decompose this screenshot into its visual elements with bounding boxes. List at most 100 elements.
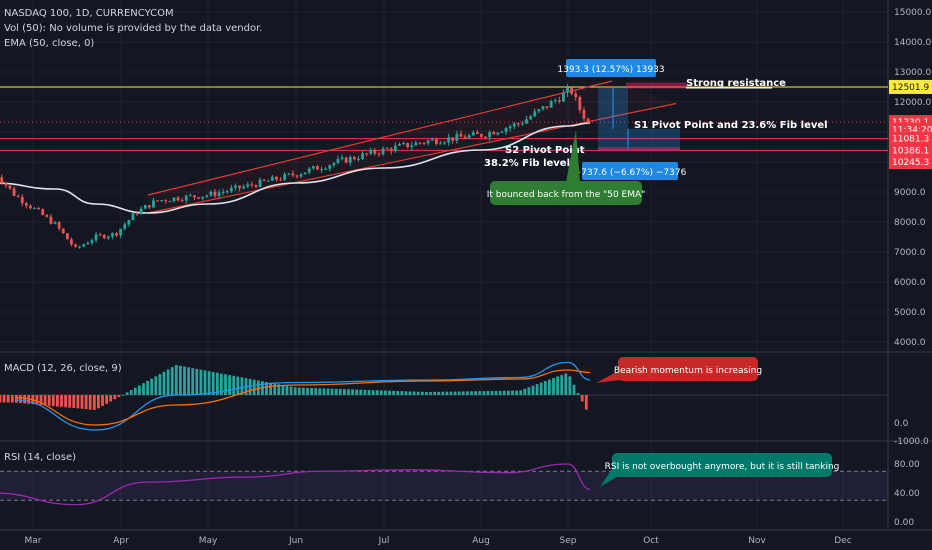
candle-body <box>549 101 553 108</box>
ema-50-line[interactable] <box>0 122 591 214</box>
macd-histogram-bar <box>568 376 572 395</box>
volume-info[interactable]: Vol (50): No volume is provided by the d… <box>4 23 262 34</box>
macd-histogram-bar <box>232 375 236 395</box>
candle-body <box>402 143 405 145</box>
s2-label-line1[interactable]: S2 Pivot Point <box>505 145 585 156</box>
annotation-macd[interactable]: Bearish momentum is increasing <box>596 357 762 383</box>
price-tags: 12501.911330.111:34:2011081.310386.11024… <box>889 79 932 169</box>
macd-tick-label: -1000.0 <box>894 437 929 447</box>
candle-body <box>418 142 422 144</box>
macd-histogram-bar <box>576 393 580 395</box>
candle-body <box>369 149 373 154</box>
candle-body <box>352 156 356 160</box>
time-tick-label: Dec <box>834 536 851 546</box>
candle-body <box>254 185 258 187</box>
candle-body <box>381 148 385 155</box>
signal-line[interactable] <box>14 369 591 426</box>
macd-histogram-bar <box>281 385 285 395</box>
price-tick-label: 8000.0 <box>894 218 926 228</box>
candle-body <box>172 197 176 202</box>
macd-histogram-bar <box>0 395 2 403</box>
macd-histogram-bar <box>19 395 22 404</box>
candle-body <box>65 233 69 240</box>
macd-histogram-bar <box>211 371 215 395</box>
macd-histogram-bar <box>330 388 334 395</box>
macd-histogram-bar <box>314 388 318 395</box>
candle-body <box>439 143 442 145</box>
macd-histogram-bar <box>133 387 137 395</box>
macd-tick-label: 0.0 <box>894 419 909 429</box>
annotation-measure-down[interactable]: −737.6 (−6.67%) −7376 <box>574 162 687 180</box>
symbol-title[interactable]: NASDAQ 100, 1D, CURRENCYCOM <box>4 8 174 19</box>
price-tick-label: 6000.0 <box>894 278 926 288</box>
candle-body <box>106 236 110 239</box>
macd-histogram-bar <box>97 395 100 409</box>
price-tag <box>889 143 932 158</box>
strong-resistance-label[interactable]: Strong resistance <box>686 78 786 89</box>
candle-body <box>176 197 180 201</box>
candle-body <box>119 228 123 236</box>
candle-body <box>299 174 303 177</box>
macd-title[interactable]: MACD (12, 26, close, 9) <box>4 363 122 374</box>
annotation-ema-bounce[interactable]: It bounced back from the "50 EMA" <box>487 130 646 205</box>
candle-body <box>332 162 336 166</box>
candle-body <box>279 179 282 181</box>
time-tick-label: Sep <box>560 536 577 546</box>
measure-tools[interactable] <box>598 82 686 152</box>
macd-histogram-bar <box>441 391 445 395</box>
macd-histogram-bar <box>51 395 55 407</box>
macd-histogram-bar <box>64 395 67 408</box>
macd-histogram-bar <box>88 395 92 410</box>
time-tick-label: Oct <box>643 536 659 546</box>
candle-body <box>229 187 233 192</box>
time-axis[interactable]: Mar Apr May Jun Jul Aug Sep Oct Nov Dec <box>25 536 852 546</box>
price-tick-label: 12000.0 <box>894 98 931 108</box>
macd-histogram-bar <box>56 395 59 407</box>
s1-label[interactable]: S1 Pivot Point and 23.6% Fib level <box>634 120 828 131</box>
macd-histogram-bar <box>72 395 76 408</box>
candle-body <box>422 142 426 144</box>
macd-histogram-bar <box>92 395 96 410</box>
macd-histogram-bar <box>289 386 293 395</box>
candles[interactable] <box>0 83 590 249</box>
price-tag-label: 11:34:20 <box>892 126 932 136</box>
candle-body <box>529 116 533 120</box>
macd-line[interactable] <box>14 361 591 431</box>
macd-histogram-bar <box>433 391 436 395</box>
macd-histogram-bar <box>580 395 584 402</box>
candle-body <box>213 191 217 196</box>
annotation-rsi[interactable]: RSI is not overbought anymore, but it is… <box>600 453 839 487</box>
macd-histogram-bar <box>363 389 367 395</box>
candle-body <box>168 201 172 203</box>
candle-body <box>283 174 287 180</box>
rsi-line[interactable] <box>0 463 591 506</box>
macd-histogram-bar <box>84 395 88 410</box>
candle-body <box>86 242 90 245</box>
macd-histogram-bar <box>425 391 428 395</box>
macd-histogram-bar <box>375 390 379 395</box>
annotation-measure-up[interactable]: 1393.3 (12.57%) 13933 <box>557 59 665 77</box>
price-tick-label: 14000.0 <box>894 38 931 48</box>
candle-body <box>221 191 225 193</box>
measure-down-label: −737.6 (−6.67%) −7376 <box>574 168 687 178</box>
s2-label-line2[interactable]: 38.2% Fib level <box>484 158 570 169</box>
macd-histogram-bar <box>121 394 125 396</box>
macd-histogram-bar <box>523 388 527 395</box>
macd-histogram-bar <box>109 395 113 402</box>
ema-info[interactable]: EMA (50, close, 0) <box>4 38 94 49</box>
candle-body <box>541 106 545 110</box>
macd-histogram-bar <box>322 388 326 395</box>
candle-body <box>566 87 569 93</box>
macd-histogram-bar <box>35 395 39 405</box>
candle-body <box>90 240 94 243</box>
macd-histogram-bar <box>129 390 133 395</box>
resistance-zone <box>626 82 686 89</box>
candle-body <box>504 128 508 132</box>
time-tick-label: Jul <box>378 536 390 546</box>
macd-histogram-bar <box>220 373 223 395</box>
macd-histogram-bar <box>515 390 518 395</box>
macd-histogram-bar <box>556 376 559 395</box>
price-axis[interactable]: 15000.014000.013000.012000.011000.010000… <box>894 8 931 528</box>
candle-body <box>328 165 332 169</box>
rsi-title[interactable]: RSI (14, close) <box>4 452 76 463</box>
